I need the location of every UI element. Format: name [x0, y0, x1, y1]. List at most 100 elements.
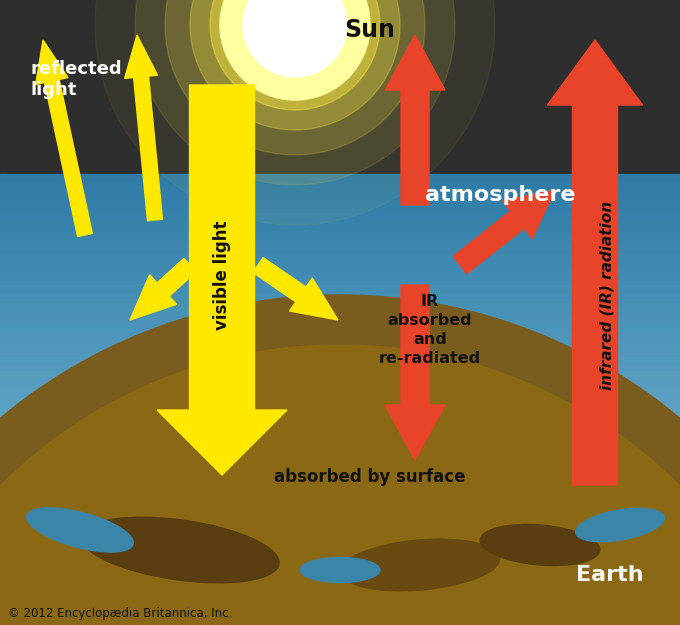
Bar	[0, 241, 680, 247]
Bar	[0, 278, 680, 283]
Bar	[0, 431, 680, 436]
Bar	[0, 529, 680, 535]
Bar	[0, 219, 680, 224]
Bar	[0, 376, 680, 382]
Bar	[0, 192, 680, 198]
Bar	[0, 439, 680, 445]
Bar	[0, 548, 680, 553]
Bar	[0, 619, 680, 625]
Bar	[0, 206, 680, 211]
Bar	[0, 286, 680, 292]
Bar	[0, 588, 680, 594]
Bar	[0, 327, 680, 332]
Circle shape	[210, 0, 380, 110]
Bar	[0, 556, 680, 562]
Bar	[0, 224, 680, 229]
Bar	[0, 408, 680, 414]
Bar	[0, 282, 680, 288]
Bar	[0, 444, 680, 449]
Bar	[0, 606, 680, 611]
Bar	[0, 511, 680, 517]
Bar	[0, 597, 680, 602]
Circle shape	[165, 0, 425, 155]
Bar	[0, 394, 680, 400]
Bar	[0, 494, 680, 499]
Bar	[0, 251, 680, 256]
Bar	[0, 296, 680, 301]
Bar	[0, 345, 680, 351]
Bar	[0, 561, 680, 566]
Bar	[0, 574, 680, 580]
Bar	[0, 421, 680, 427]
Bar	[0, 354, 680, 359]
Polygon shape	[0, 0, 680, 185]
Bar	[0, 214, 680, 220]
Bar	[0, 318, 680, 324]
Ellipse shape	[575, 508, 664, 542]
Bar	[0, 615, 680, 621]
Bar	[0, 259, 680, 265]
Bar	[0, 449, 680, 454]
Polygon shape	[0, 295, 680, 625]
Bar	[0, 539, 680, 544]
Bar	[0, 399, 680, 404]
Bar	[0, 534, 680, 539]
Text: infrared (IR) radiation: infrared (IR) radiation	[600, 201, 615, 389]
Bar	[0, 390, 680, 396]
Bar	[0, 314, 680, 319]
Ellipse shape	[300, 558, 380, 582]
Bar	[0, 309, 680, 314]
Bar	[0, 570, 680, 576]
Bar	[0, 543, 680, 549]
Bar	[0, 426, 680, 431]
Bar	[0, 484, 680, 490]
Bar	[0, 476, 680, 481]
Circle shape	[220, 0, 370, 100]
Bar	[0, 255, 680, 261]
Bar	[0, 462, 680, 468]
Bar	[0, 237, 680, 242]
Bar	[0, 466, 680, 472]
FancyArrow shape	[130, 258, 196, 320]
Bar	[0, 349, 680, 355]
Bar	[0, 179, 680, 184]
Circle shape	[95, 0, 495, 225]
FancyArrow shape	[453, 190, 555, 274]
Bar	[0, 264, 680, 269]
Bar	[0, 331, 680, 337]
FancyArrow shape	[385, 35, 445, 205]
Bar	[0, 386, 680, 391]
Bar	[0, 196, 680, 202]
Bar	[0, 174, 680, 179]
Bar	[0, 341, 680, 346]
FancyArrow shape	[547, 40, 643, 485]
Bar	[0, 336, 680, 341]
Bar	[0, 183, 680, 189]
Circle shape	[190, 0, 400, 130]
Bar	[0, 480, 680, 486]
Circle shape	[135, 0, 455, 185]
Text: visible light: visible light	[213, 220, 231, 330]
Bar	[0, 507, 680, 512]
Polygon shape	[0, 345, 680, 625]
Bar	[0, 359, 680, 364]
Bar	[0, 503, 680, 508]
Bar	[0, 601, 680, 607]
Bar	[0, 381, 680, 386]
Bar	[0, 489, 680, 494]
Bar	[0, 300, 680, 306]
Bar	[0, 188, 680, 193]
Bar	[0, 368, 680, 373]
Text: Earth: Earth	[576, 565, 644, 585]
Bar	[0, 228, 680, 234]
Bar	[0, 269, 680, 274]
Bar	[0, 592, 680, 598]
Bar	[0, 322, 680, 328]
Ellipse shape	[480, 524, 600, 566]
Bar	[0, 453, 680, 459]
Bar	[0, 210, 680, 216]
Bar	[0, 273, 680, 279]
Bar	[0, 471, 680, 476]
Bar	[0, 498, 680, 504]
Bar	[0, 304, 680, 310]
